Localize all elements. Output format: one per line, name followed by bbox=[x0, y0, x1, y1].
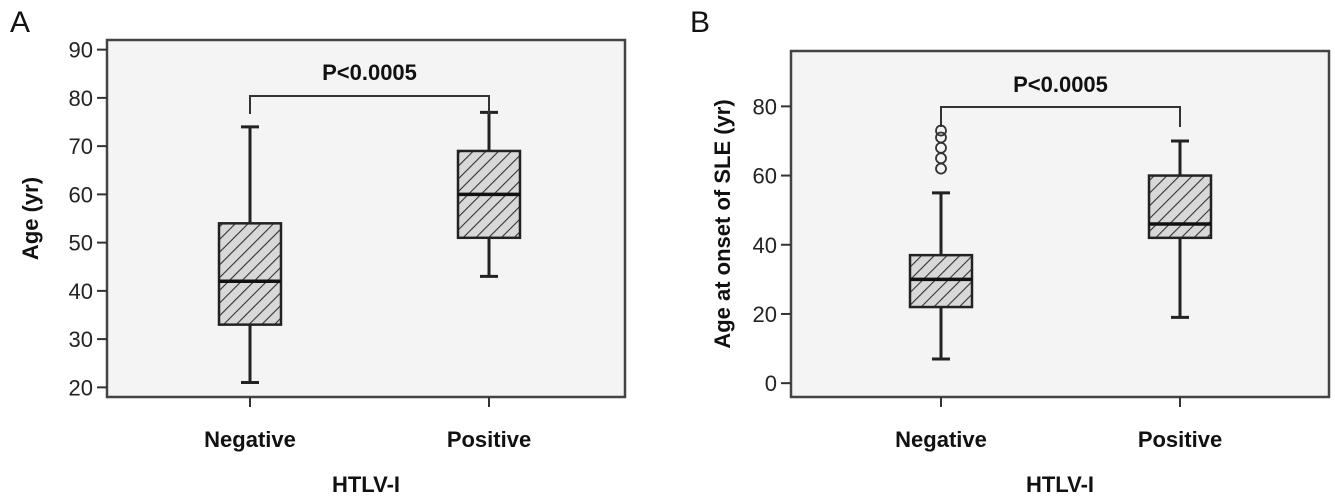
y-tick-label: 60 bbox=[753, 164, 777, 189]
box-iqr bbox=[1147, 174, 1213, 240]
panel-label-b: B bbox=[690, 6, 711, 39]
y-tick-label: 0 bbox=[765, 371, 777, 396]
y-tick-label: 70 bbox=[69, 134, 93, 159]
plot-frame bbox=[789, 49, 1331, 399]
x-axis-title: HTLV-I bbox=[332, 472, 400, 497]
p-value-label: P<0.0005 bbox=[1013, 72, 1108, 97]
box-plot-a: 20 30 40 50 60 70 80 90 Negative Positive HTLV-I Ag… bbox=[18, 38, 627, 497]
p-value-label: P<0.0005 bbox=[322, 60, 417, 85]
y-axis-title: Age (yr) bbox=[18, 177, 43, 260]
significance-bracket bbox=[249, 95, 490, 114]
y-tick-label: 90 bbox=[69, 38, 93, 63]
x-axis-title: HTLV-I bbox=[1026, 472, 1094, 497]
box-iqr bbox=[217, 222, 283, 326]
y-tick-label: 60 bbox=[69, 182, 93, 207]
plot-frame bbox=[105, 38, 627, 399]
box-plot-b: 0 20 40 60 80 Negative Positive HTLV-I Age at on… bbox=[710, 49, 1331, 497]
y-tick-label: 20 bbox=[753, 302, 777, 327]
panel-label-a: A bbox=[10, 6, 31, 39]
y-axis-title: Age at onset of SLE (yr) bbox=[710, 99, 735, 348]
y-tick-label: 20 bbox=[69, 375, 93, 400]
panel-a: A 20 30 40 50 60 70 80 90 Negative Positive HTLV-I… bbox=[0, 0, 660, 500]
outlier-point bbox=[935, 131, 947, 144]
y-tick-label: 40 bbox=[753, 233, 777, 258]
x-category-label: Negative bbox=[895, 427, 987, 452]
y-tick-label: 40 bbox=[69, 279, 93, 304]
y-tick-label: 80 bbox=[753, 94, 777, 119]
x-category-label: Positive bbox=[1138, 427, 1222, 452]
panel-b: B 0 20 40 60 80 Negative Positive HTLV-I Age at … bbox=[680, 0, 1335, 500]
significance-bracket bbox=[940, 106, 1181, 127]
x-category-label: Positive bbox=[447, 427, 531, 452]
x-category-label: Negative bbox=[204, 427, 296, 452]
y-tick-label: 50 bbox=[69, 231, 93, 256]
y-tick-label: 80 bbox=[69, 86, 93, 111]
y-tick-label: 30 bbox=[69, 327, 93, 352]
